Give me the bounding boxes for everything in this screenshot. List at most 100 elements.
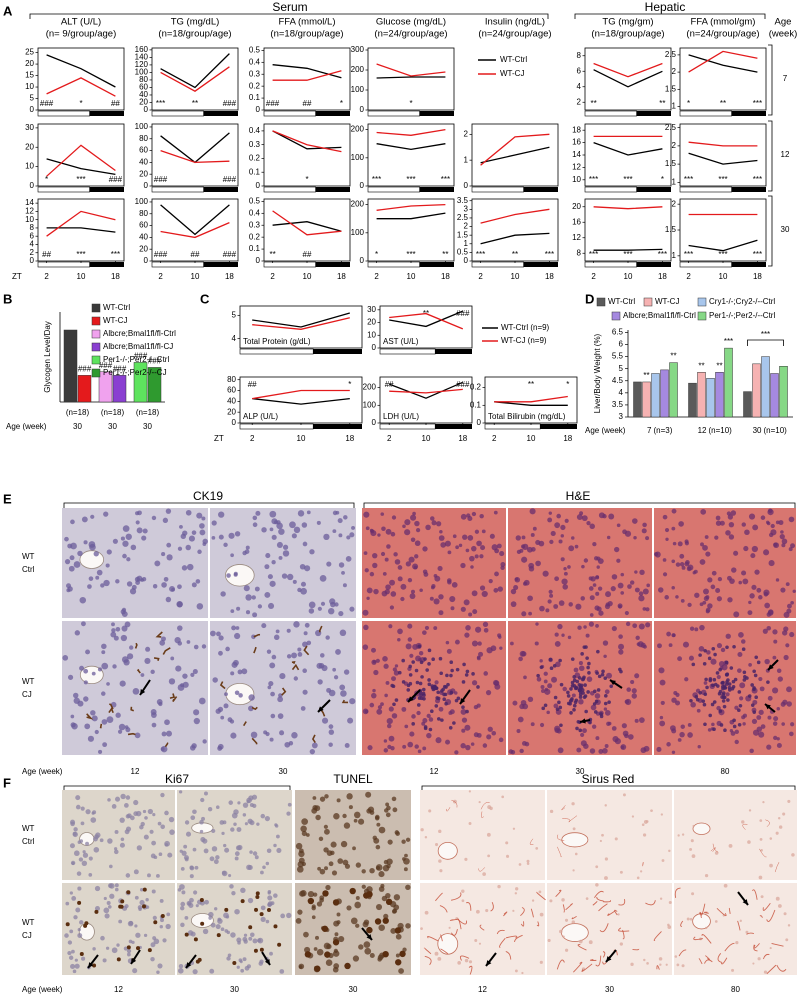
nucleus bbox=[664, 595, 669, 600]
nucleus bbox=[101, 643, 107, 650]
x-tick-label: 30 bbox=[73, 422, 82, 431]
nucleus bbox=[107, 798, 111, 802]
collagen-fiber bbox=[561, 805, 566, 811]
arrow-head bbox=[580, 718, 586, 724]
nucleus bbox=[788, 516, 795, 523]
arrow-head bbox=[88, 962, 94, 968]
nucleus bbox=[250, 731, 258, 739]
nucleus bbox=[192, 669, 198, 675]
nucleus bbox=[599, 839, 602, 843]
collagen-fiber bbox=[530, 908, 534, 918]
nucleus bbox=[757, 957, 761, 961]
nucleus bbox=[464, 632, 470, 638]
line-series bbox=[480, 232, 550, 245]
nucleus bbox=[73, 827, 78, 832]
nucleus bbox=[545, 608, 550, 613]
stained-nucleus bbox=[77, 900, 82, 905]
bar bbox=[724, 347, 733, 418]
legend-label: WT-CJ bbox=[655, 297, 679, 306]
age-bracket bbox=[768, 120, 773, 192]
nucleus bbox=[88, 576, 94, 581]
infiltrate bbox=[698, 653, 702, 657]
x-tick-label: 18 bbox=[658, 272, 667, 281]
light-phase-bar bbox=[151, 110, 204, 117]
nucleus bbox=[640, 870, 643, 873]
line-series bbox=[160, 53, 230, 89]
nucleus bbox=[192, 809, 197, 815]
collagen-fiber bbox=[752, 889, 758, 900]
nucleus bbox=[513, 584, 519, 591]
dark-phase-bar bbox=[731, 262, 766, 267]
x-tick-label: 18 bbox=[545, 272, 554, 281]
section-header: Hepatic bbox=[645, 0, 686, 14]
nucleus bbox=[223, 703, 229, 709]
nucleus bbox=[445, 640, 450, 645]
nucleus bbox=[196, 512, 203, 519]
nucleus bbox=[236, 827, 242, 832]
nucleus bbox=[412, 511, 416, 516]
nucleus bbox=[767, 715, 772, 720]
nucleus bbox=[743, 545, 749, 552]
nucleus bbox=[325, 884, 331, 891]
nucleus bbox=[677, 738, 682, 742]
nucleus bbox=[589, 613, 594, 617]
nucleus bbox=[630, 680, 635, 685]
nucleus bbox=[375, 658, 380, 663]
chart-title: FFA (mmol/L) bbox=[278, 17, 335, 28]
nucleus bbox=[194, 865, 199, 870]
nucleus bbox=[282, 544, 289, 550]
nucleus bbox=[596, 565, 600, 569]
chart-title: Total Bilirubin (mg/dL) bbox=[488, 412, 566, 421]
nucleus bbox=[605, 602, 610, 607]
infiltrate bbox=[754, 655, 759, 660]
significance-mark: ** bbox=[442, 250, 448, 259]
nucleus bbox=[79, 920, 84, 925]
nucleus bbox=[779, 534, 785, 540]
stained-nucleus bbox=[253, 948, 258, 953]
bar bbox=[133, 362, 148, 403]
infiltrate bbox=[583, 683, 587, 687]
legend-swatch bbox=[91, 303, 101, 313]
nucleus bbox=[410, 537, 416, 542]
nucleus bbox=[215, 855, 220, 860]
nucleus bbox=[279, 730, 285, 736]
dark-phase-bar bbox=[731, 111, 766, 116]
nucleus bbox=[93, 846, 100, 853]
nucleus bbox=[716, 596, 722, 602]
nucleus bbox=[729, 578, 735, 585]
chart-title: LDH (U/L) bbox=[383, 412, 419, 421]
nucleus bbox=[673, 690, 678, 695]
nucleus bbox=[439, 869, 443, 873]
y-tick-label: 20 bbox=[572, 202, 581, 211]
nucleus bbox=[388, 735, 395, 742]
nucleus bbox=[470, 565, 474, 569]
nucleus bbox=[542, 570, 549, 577]
significance-mark: *** bbox=[476, 250, 485, 259]
stained-duct bbox=[134, 642, 138, 649]
stained-duct bbox=[164, 742, 169, 748]
nucleus bbox=[775, 831, 779, 835]
nucleus bbox=[688, 655, 694, 661]
nucleus bbox=[789, 631, 795, 638]
nucleus bbox=[311, 742, 318, 749]
light-phase-bar bbox=[263, 186, 316, 193]
nucleus bbox=[680, 724, 685, 729]
line-series bbox=[160, 132, 230, 164]
stained-nucleus bbox=[248, 925, 253, 930]
age-value: 30 bbox=[576, 767, 585, 776]
nucleus bbox=[313, 947, 318, 951]
x-tick-label: 18 bbox=[458, 434, 467, 443]
nucleus bbox=[328, 742, 333, 747]
infiltrate bbox=[436, 690, 440, 695]
nucleus bbox=[182, 530, 188, 536]
legend-label: WT-Ctrl bbox=[608, 297, 635, 306]
nucleus bbox=[273, 634, 280, 641]
infiltrate bbox=[436, 717, 441, 721]
nucleus bbox=[386, 544, 391, 549]
infiltrate bbox=[705, 685, 709, 690]
nucleus bbox=[786, 608, 792, 614]
infiltrate bbox=[586, 665, 590, 670]
nucleus bbox=[199, 819, 204, 825]
stained-nucleus bbox=[259, 947, 264, 952]
nucleus bbox=[346, 905, 352, 911]
